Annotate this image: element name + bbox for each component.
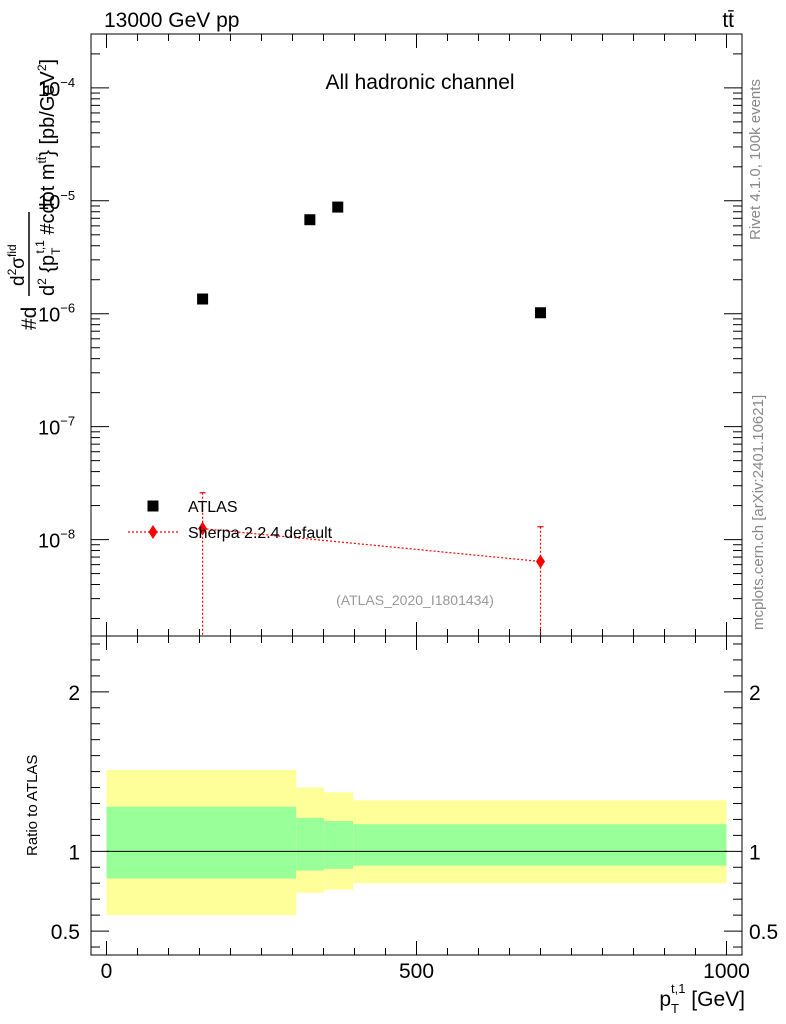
legend: ATLAS Sherpa 2.2.4 default [128,499,333,542]
legend-atlas-label: ATLAS [188,499,238,516]
main-y-tick-label: 10−6 [38,301,75,327]
header-process: tt̄ [722,9,734,32]
x-axis-label: pTt,1 [GeV] [659,981,745,1016]
main-panel: All hadronic channel (ATLAS_2020_I180143… [38,33,743,637]
main-frame [90,33,743,637]
y-label-den-end: ] [37,59,59,65]
ratio-panel: 0.5 0.5 1 1 2 2 0 500 1000 [51,635,778,983]
ratio-y-tick-label-right: 1 [749,841,761,864]
x-label-unit: [GeV] [685,988,745,1011]
analysis-label: (ATLAS_2020_I1801434) [336,592,494,608]
ratio-y-tick-label-right: 2 [749,682,761,705]
legend-sherpa-marker [148,525,158,539]
rivet-version-label: Rivet 4.1.0, 100k events [747,79,764,240]
y-label-num-sup: 2 [5,268,19,275]
ratio-bands [106,769,727,916]
y-label-den-close: } [pb/GeV [37,70,59,156]
header-energy: 13000 GeV pp [104,9,239,32]
y-label-den-sup3: tt̄ [35,156,49,163]
main-y-tick-label: 10−5 [38,188,75,214]
svg-text:d2 {pTt,1 #cdot mtt̄} [pb/GeV2: d2 {pTt,1 #cdot mtt̄} [pb/GeV2] [33,59,63,296]
y-label-den-unit-sup: 2 [35,64,49,71]
ratio-inner-band [353,824,727,866]
main-y-tick-label: 10−8 [38,527,75,553]
y-label-num-d: d [8,275,29,286]
atlas-data-point [304,214,316,226]
y-label-den-d: d [37,285,59,296]
atlas-data-point [197,293,209,305]
ratio-y-tick-labels: 0.5 0.5 1 1 2 2 [51,682,778,944]
ratio-y-axis-label: Ratio to ATLAS [24,755,41,856]
ratio-inner-band [106,806,297,879]
y-label-den-sub: T [49,247,63,255]
legend-sherpa-label: Sherpa 2.2.4 default [188,525,333,542]
y-label-den-sup: 2 [35,278,49,285]
ratio-y-tick-label-right: 0.5 [749,921,778,944]
x-tick-label: 0 [101,960,113,983]
atlas-data-point [332,201,344,213]
sherpa-data-point [536,554,545,569]
legend-atlas-marker [147,500,159,512]
main-series [197,201,546,636]
y-label-prefix: #d [18,307,41,330]
source-label: mcplots.cern.ch [arXiv:2401.10621] [750,395,767,630]
main-y-axis-label: #d d2σfid d2 {pTt,1 #cdot mtt̄} [pb/GeV2… [5,59,63,330]
x-label-p: p [659,988,671,1011]
x-tick-label: 500 [399,960,434,983]
sherpa-line [202,528,541,563]
x-tick-label: 1000 [703,960,750,983]
main-y-tick-label: 10−7 [38,414,75,440]
y-label-den-sup2: t,1 [33,240,47,254]
ratio-inner-band [324,821,354,869]
main-title: All hadronic channel [325,71,514,94]
main-ticks [91,34,742,636]
main-y-tick-label: 10−4 [38,75,75,101]
ratio-ticks [91,636,742,955]
ratio-y-tick-label-left: 0.5 [51,921,80,944]
ratio-inner-band [296,817,325,871]
ratio-y-tick-label-left: 1 [68,841,80,864]
x-tick-labels: 0 500 1000 [101,960,750,983]
sherpa-data-point [198,521,208,536]
y-label-den-open: {p [37,255,59,278]
y-label-den-cdot: #cdot m [37,163,59,240]
x-label-sub: T [671,1001,679,1016]
atlas-data-point [535,307,546,319]
ratio-y-tick-label-left: 2 [68,682,80,705]
y-label-sigma-sup: fid [5,244,19,257]
x-label-sup: t,1 [671,981,685,996]
svg-text:d2σfid: d2σfid [5,244,29,286]
y-label-sigma: σ [8,257,29,269]
main-y-tick-labels: 10−4 10−5 10−6 10−7 10−8 [38,75,75,553]
